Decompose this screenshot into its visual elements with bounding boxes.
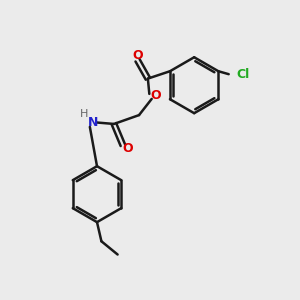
Text: O: O: [123, 142, 134, 155]
Text: H: H: [80, 109, 88, 118]
Text: N: N: [88, 116, 98, 129]
Text: O: O: [151, 89, 161, 102]
Text: Cl: Cl: [236, 68, 249, 81]
Text: O: O: [132, 49, 143, 62]
